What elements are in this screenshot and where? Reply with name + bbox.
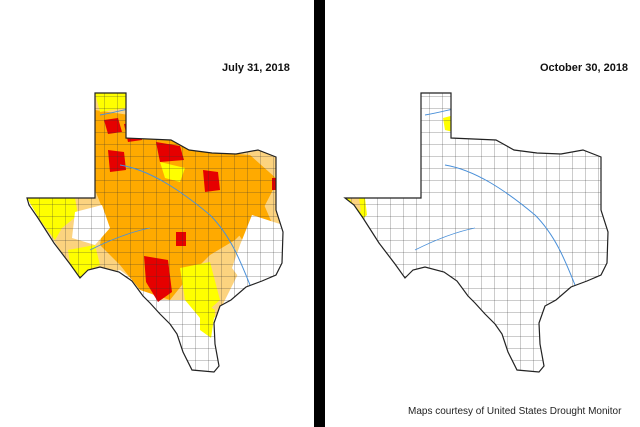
panel-divider — [314, 0, 325, 427]
texas-map-july — [26, 92, 284, 373]
map-date-october: October 30, 2018 — [540, 62, 629, 74]
texas-map-october — [344, 92, 609, 373]
map-panel-october: October 30, 2018 — [325, 0, 640, 427]
map-panel-july: July 31, 2018 — [0, 0, 314, 427]
map-date-july: July 31, 2018 — [222, 62, 290, 74]
map-credit: Maps courtesy of United States Drought M… — [408, 406, 622, 417]
